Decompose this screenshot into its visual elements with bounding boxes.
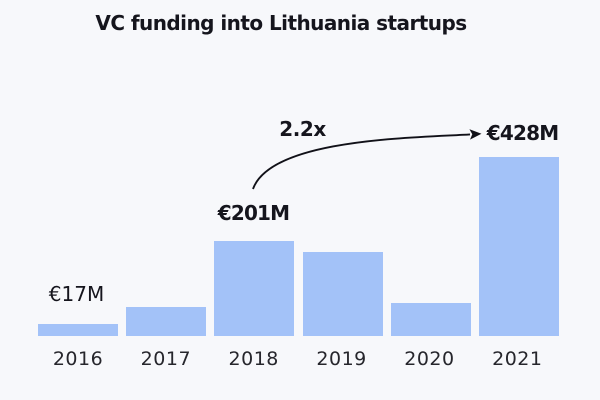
bar-2017 xyxy=(126,307,207,336)
chart-title: VC funding into Lithuania startups xyxy=(95,10,467,35)
bar-2019 xyxy=(302,252,383,336)
x-axis-label-2018: 2018 xyxy=(228,348,279,370)
value-label-2021: €428M xyxy=(486,121,559,146)
growth-multiplier-label: 2.2x xyxy=(279,117,326,142)
x-axis-label-2017: 2017 xyxy=(140,348,192,370)
growth-arrow-curve xyxy=(252,129,482,190)
x-axis-label-2016: 2016 xyxy=(52,348,104,370)
x-axis-label-2019: 2019 xyxy=(316,348,367,370)
bar-2016 xyxy=(38,324,118,336)
bar-2021 xyxy=(479,157,559,336)
bar-2018 xyxy=(214,241,295,336)
x-axis-label-2020: 2020 xyxy=(404,348,455,370)
bar-2020 xyxy=(390,303,471,336)
x-axis-label-2021: 2021 xyxy=(492,348,543,370)
value-label-2018: €201M xyxy=(217,200,290,225)
value-label-2016: €17M xyxy=(48,281,105,306)
